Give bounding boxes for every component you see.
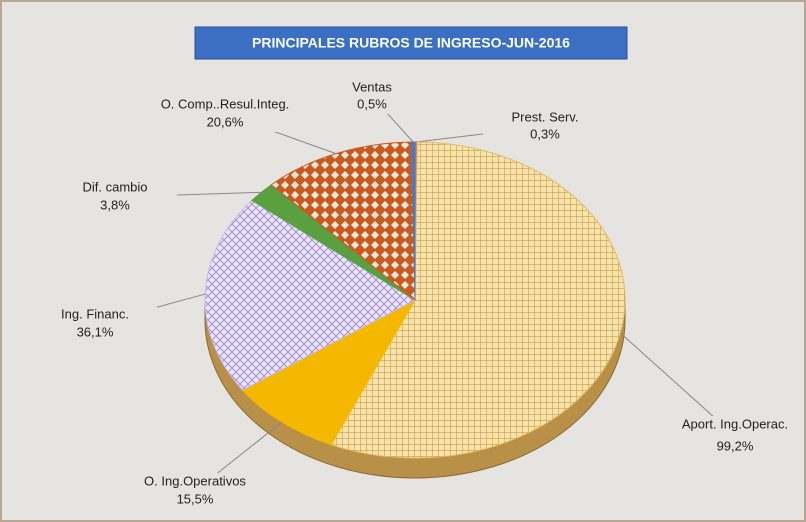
label-bg <box>310 79 434 114</box>
label-bg <box>483 109 607 144</box>
title-box <box>194 26 628 60</box>
pie <box>94 96 736 492</box>
slice-value-label: 0,5% <box>357 96 387 111</box>
slice-label: Ing. Financ. <box>61 306 129 321</box>
label-bg <box>163 96 287 132</box>
slice-label: O. Ing.Operativos <box>144 473 246 488</box>
slice-value-label: 36,1% <box>77 324 114 339</box>
pie-slice <box>410 141 416 301</box>
slice-label: Prest. Serv. <box>512 109 579 124</box>
pie-slice <box>241 298 417 446</box>
chart-title: PRINCIPALES RUBROS DE INGRESO-JUN-2016 <box>252 35 570 51</box>
pie-slice <box>270 141 416 302</box>
slice-label: Dif. cambio <box>82 179 147 194</box>
label-bg <box>53 179 177 215</box>
slice-value-label: 15,5% <box>177 491 214 506</box>
slice-value-label: 3,8% <box>100 197 130 212</box>
slice-value-label: 0,3% <box>530 126 560 141</box>
label-bg <box>133 473 257 509</box>
label-bg <box>33 306 157 342</box>
label-bg <box>673 416 797 456</box>
pie-slice <box>204 199 417 391</box>
slice-label: Aport. Ing.Operac. <box>682 416 788 431</box>
slice-value-label: 99,2% <box>717 438 754 453</box>
slice-label: O. Comp..Resul.Integ. <box>161 96 290 111</box>
slice-value-label: 20,6% <box>207 114 244 129</box>
slice-label: Ventas <box>352 79 392 94</box>
